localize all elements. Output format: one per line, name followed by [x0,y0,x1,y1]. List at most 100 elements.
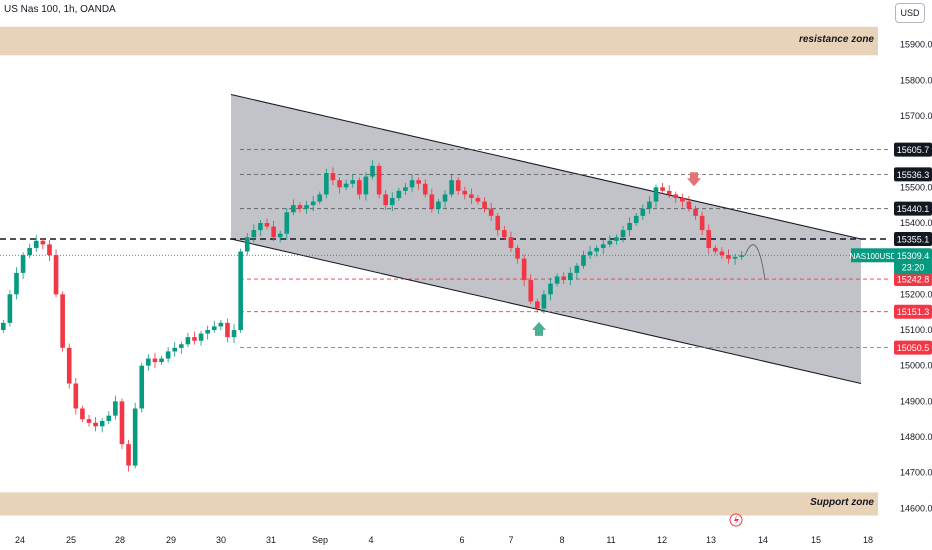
candle-body [310,201,316,206]
candle-body [449,180,454,195]
candle-body [73,383,79,409]
candle [231,324,237,344]
candle-body [363,176,369,195]
candle-body [515,247,520,259]
candle [152,352,158,369]
channel-upper-line[interactable] [230,94,862,240]
candle-body [554,276,560,284]
candle [205,325,210,340]
candle [686,195,692,212]
candle-body [152,358,158,363]
candle [567,267,573,286]
price-badge-label: 15050.5 [897,343,930,353]
candle-body [211,326,217,330]
candle [693,205,698,220]
candle [40,237,46,250]
price-badge-box [894,231,932,246]
candle [178,341,184,354]
candle [106,411,112,424]
candle [271,220,276,242]
price-badge-label: 15151.3 [897,307,930,317]
candle-body [258,222,263,231]
channel-lower-line[interactable] [230,238,862,385]
candle-body [337,180,342,188]
candle [139,362,145,413]
candle-body [633,215,639,223]
symbol-badge-box [851,248,895,263]
price-badge-box [894,167,932,182]
x-tick-label: 13 [706,535,716,545]
candle-body [594,247,599,252]
candle [587,245,593,260]
candle [291,199,296,216]
candle-body [535,301,540,309]
candle [165,347,171,363]
x-tick-label: 6 [459,535,464,545]
price-badge-label: 15440.1 [897,204,930,214]
candle-body [699,215,705,231]
candle [159,355,164,365]
candle [330,167,336,186]
candle-body [198,333,204,341]
candle-body [686,201,692,209]
candle [73,377,79,415]
price-badge-3: 15355.1 [894,231,932,246]
candle-body [172,347,178,352]
x-tick-label: 25 [66,535,76,545]
y-tick-label: 14600.0 [900,503,932,513]
candle [60,291,65,352]
candle [699,211,705,236]
candle [185,332,191,348]
candle [310,195,316,212]
candle [304,200,309,214]
candle [607,235,613,248]
price-badge-label: 15536.3 [897,170,930,180]
candle [244,232,250,256]
candle-body [719,251,725,256]
candle-body [60,294,65,348]
candle-body [422,183,428,195]
candle-body [330,173,336,181]
candle [33,235,39,252]
candle [554,273,560,287]
candle [528,274,534,305]
candle-body [666,190,672,195]
candle [324,168,329,199]
candle [350,174,356,188]
candle [495,212,501,237]
support-zone [0,492,878,516]
candle [20,252,26,279]
up-arrow-icon [532,321,546,336]
x-tick-label: 18 [863,535,873,545]
x-axis[interactable]: 24 25 28 29 30 31 Sep 4 6 7 8 11 12 13 14 15 18 [15,513,873,545]
candle [264,218,270,230]
candle-body [660,187,665,191]
candle [225,318,230,343]
candle [0,320,6,333]
x-tick-label: 24 [15,535,25,545]
support-zone-label: Support zone [810,496,874,508]
candle [600,240,606,255]
candle-body [653,187,659,202]
x-tick-label: 12 [657,535,667,545]
candle [548,277,553,301]
price-badge-box [894,340,932,355]
currency-button[interactable]: USD [895,3,925,23]
candle-body [218,322,224,327]
candle-body [7,294,13,323]
candle [429,188,435,213]
candle [502,225,507,241]
candle [113,395,118,420]
candle [297,202,303,213]
candle [660,183,665,194]
candle-body [403,187,408,191]
price-badge-5: 15151.3 [894,304,932,319]
candle [93,417,98,432]
candle-body [508,237,514,248]
price-badge-label: 15605.7 [897,145,930,155]
candle-body [350,180,356,184]
candle [706,224,712,255]
candle [376,163,382,199]
price-badge-box [894,272,932,287]
